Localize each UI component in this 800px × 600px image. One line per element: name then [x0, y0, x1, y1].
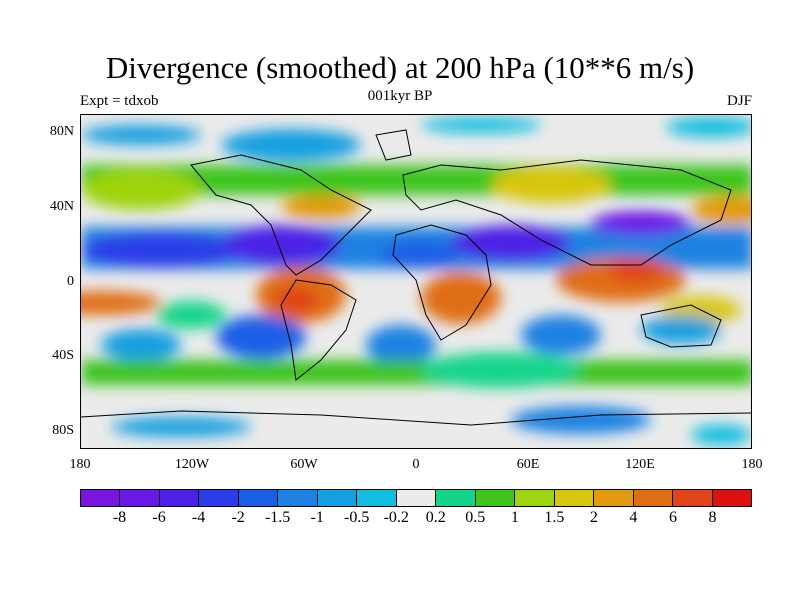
greenland-coast [375, 129, 412, 161]
season-label: DJF [726, 93, 752, 109]
plot-title: Divergence (smoothed) at 200 hPa (10**6 … [105, 50, 695, 85]
divergence-field [81, 117, 751, 445]
colorbar-label: -2 [231, 509, 245, 526]
colorbar-swatch [594, 490, 634, 506]
lon-label-180-right: 180 [741, 457, 763, 472]
colorbar-label: 1 [510, 509, 519, 526]
colorbar-label: -0.5 [344, 509, 370, 526]
colorbar [80, 489, 752, 507]
colorbar-label: 8 [708, 509, 717, 526]
colorbar-label: -4 [191, 509, 206, 526]
colorbar-label: 0.2 [425, 509, 446, 526]
colorbar-swatch [673, 490, 713, 506]
colorbar-label: -6 [152, 509, 166, 526]
colorbar-swatch [199, 490, 239, 506]
lon-label-180-left: 180 [69, 457, 91, 472]
colorbar-swatch [475, 490, 516, 506]
colorbar-swatch [159, 490, 200, 506]
colorbar-label: 1.5 [544, 509, 565, 526]
plot-subtitle: 001kyr BP [367, 88, 433, 104]
colorbar-swatch [120, 490, 160, 506]
lon-label-0: 0 [412, 457, 420, 472]
north-america-coast [190, 154, 372, 276]
colorbar-label: -1.5 [264, 509, 291, 526]
lat-label-eq: 0 [67, 274, 74, 289]
south-america-coast [280, 279, 357, 381]
colorbar-swatch [515, 490, 555, 506]
lat-label-80s: 80S [52, 423, 74, 438]
colorbar-label: 6 [668, 509, 677, 526]
colorbar-label: 0.5 [465, 509, 486, 526]
lat-label-80n: 80N [49, 124, 74, 139]
lon-label-120e: 120E [625, 457, 655, 472]
antarctica-coast [81, 410, 751, 426]
colorbar-swatch [278, 490, 318, 506]
lat-label-40s: 40S [52, 348, 74, 363]
colorbar-label: 2 [589, 509, 598, 526]
colorbar-label: -0.2 [383, 509, 409, 526]
lat-label-40n: 40N [49, 199, 74, 214]
eurasia-coast [402, 159, 732, 266]
lon-label-60w: 60W [290, 457, 318, 472]
experiment-label: Expt = tdxob [80, 93, 159, 109]
coastlines [81, 129, 751, 426]
colorbar-swatch [436, 490, 476, 506]
colorbar-swatch [712, 490, 751, 506]
colorbar-swatch [81, 490, 121, 506]
divergence-map [80, 114, 752, 449]
colorbar-swatch [554, 490, 595, 506]
map-canvas [81, 115, 751, 448]
colorbar-swatch [238, 490, 279, 506]
colorbar-swatch [633, 490, 674, 506]
colorbar-swatch [396, 490, 437, 506]
colorbar-swatch [317, 490, 358, 506]
africa-coast [392, 224, 492, 341]
lon-label-60e: 60E [516, 457, 540, 472]
lon-label-120w: 120W [174, 457, 210, 472]
colorbar-swatch [357, 490, 397, 506]
australia-coast [640, 304, 722, 348]
colorbar-label: 4 [629, 509, 638, 526]
colorbar-label: -8 [112, 509, 127, 526]
colorbar-label: -1 [310, 509, 324, 526]
